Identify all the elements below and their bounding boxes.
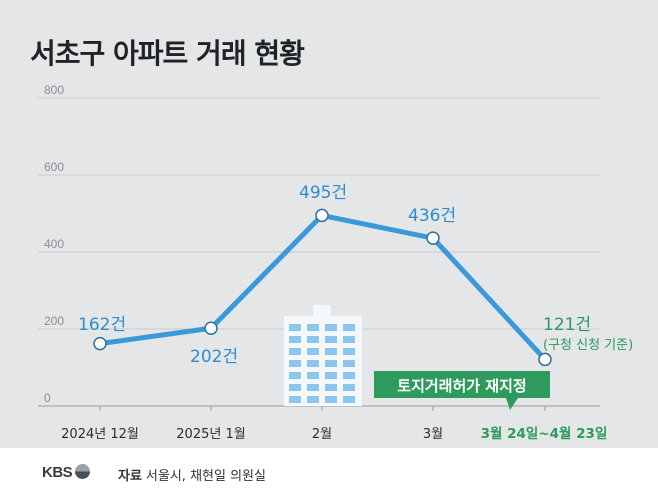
value-label: 121건 xyxy=(543,315,591,335)
x-tick-label: 2025년 1월 xyxy=(176,427,245,442)
building-window xyxy=(343,396,355,403)
building-window xyxy=(307,336,319,343)
line-chart: 0 200 400 600 800 162건 202건 495건 436건 121건 (구청 신청 … xyxy=(38,83,633,442)
kbs-logo: KBS xyxy=(42,464,91,481)
building-window xyxy=(289,324,301,331)
annotation-pointer xyxy=(506,398,518,410)
building-window xyxy=(325,348,337,355)
building-window xyxy=(343,360,355,367)
building-window xyxy=(307,384,319,391)
value-label: 495건 xyxy=(299,183,347,203)
building-window xyxy=(307,372,319,379)
data-point xyxy=(93,336,107,351)
kbs-logo-icon xyxy=(75,464,91,479)
source-note: 자료 서울시, 채현일 의원실 xyxy=(118,465,266,484)
y-tick-label: 800 xyxy=(44,83,64,97)
y-tick-label: 600 xyxy=(44,160,64,174)
data-point xyxy=(315,208,329,223)
x-tick-label: 3월 24일~4월 23일 xyxy=(481,425,608,442)
building-window xyxy=(325,360,337,367)
building-window xyxy=(343,324,355,331)
footer: KBS 자료 서울시, 채현일 의원실 xyxy=(0,448,658,495)
y-tick-label: 400 xyxy=(44,237,64,251)
building-window xyxy=(307,348,319,355)
building-window xyxy=(343,372,355,379)
building-window xyxy=(343,348,355,355)
x-tick-label: 3월 xyxy=(423,427,443,442)
data-point xyxy=(426,231,440,245)
value-label: 162건 xyxy=(78,315,126,335)
chart-title: 서초구 아파트 거래 현황 xyxy=(30,37,305,70)
value-note: (구청 신청 기준) xyxy=(543,338,633,353)
building-window xyxy=(325,384,337,391)
building-window xyxy=(289,360,301,367)
data-point xyxy=(204,321,218,335)
building-window xyxy=(307,324,319,331)
building-window xyxy=(289,336,301,343)
building-window xyxy=(343,384,355,391)
annotation-box xyxy=(374,371,550,398)
building-window xyxy=(289,396,301,403)
building-window xyxy=(325,336,337,343)
building-window xyxy=(289,372,301,379)
building-window xyxy=(307,396,319,403)
building-window xyxy=(325,372,337,379)
building-window xyxy=(289,348,301,355)
building-window xyxy=(307,360,319,367)
source-label: 자료 xyxy=(118,469,142,484)
annotation-text: 토지거래허가 재지정 xyxy=(397,377,526,395)
building-window xyxy=(325,324,337,331)
y-tick-label: 200 xyxy=(44,314,64,328)
building-window xyxy=(343,336,355,343)
x-tick-label: 2월 xyxy=(312,427,332,442)
x-tick-label: 2024년 12월 xyxy=(61,427,139,442)
logo-text: KBS xyxy=(42,464,73,481)
building-window xyxy=(325,396,337,403)
value-label: 202건 xyxy=(190,347,238,367)
source-text: 서울시, 채현일 의원실 xyxy=(145,469,266,484)
building-window xyxy=(289,384,301,391)
y-tick-label: 0 xyxy=(44,391,51,405)
data-point xyxy=(538,352,552,367)
building-roof xyxy=(313,305,331,317)
value-label: 436건 xyxy=(408,206,456,226)
